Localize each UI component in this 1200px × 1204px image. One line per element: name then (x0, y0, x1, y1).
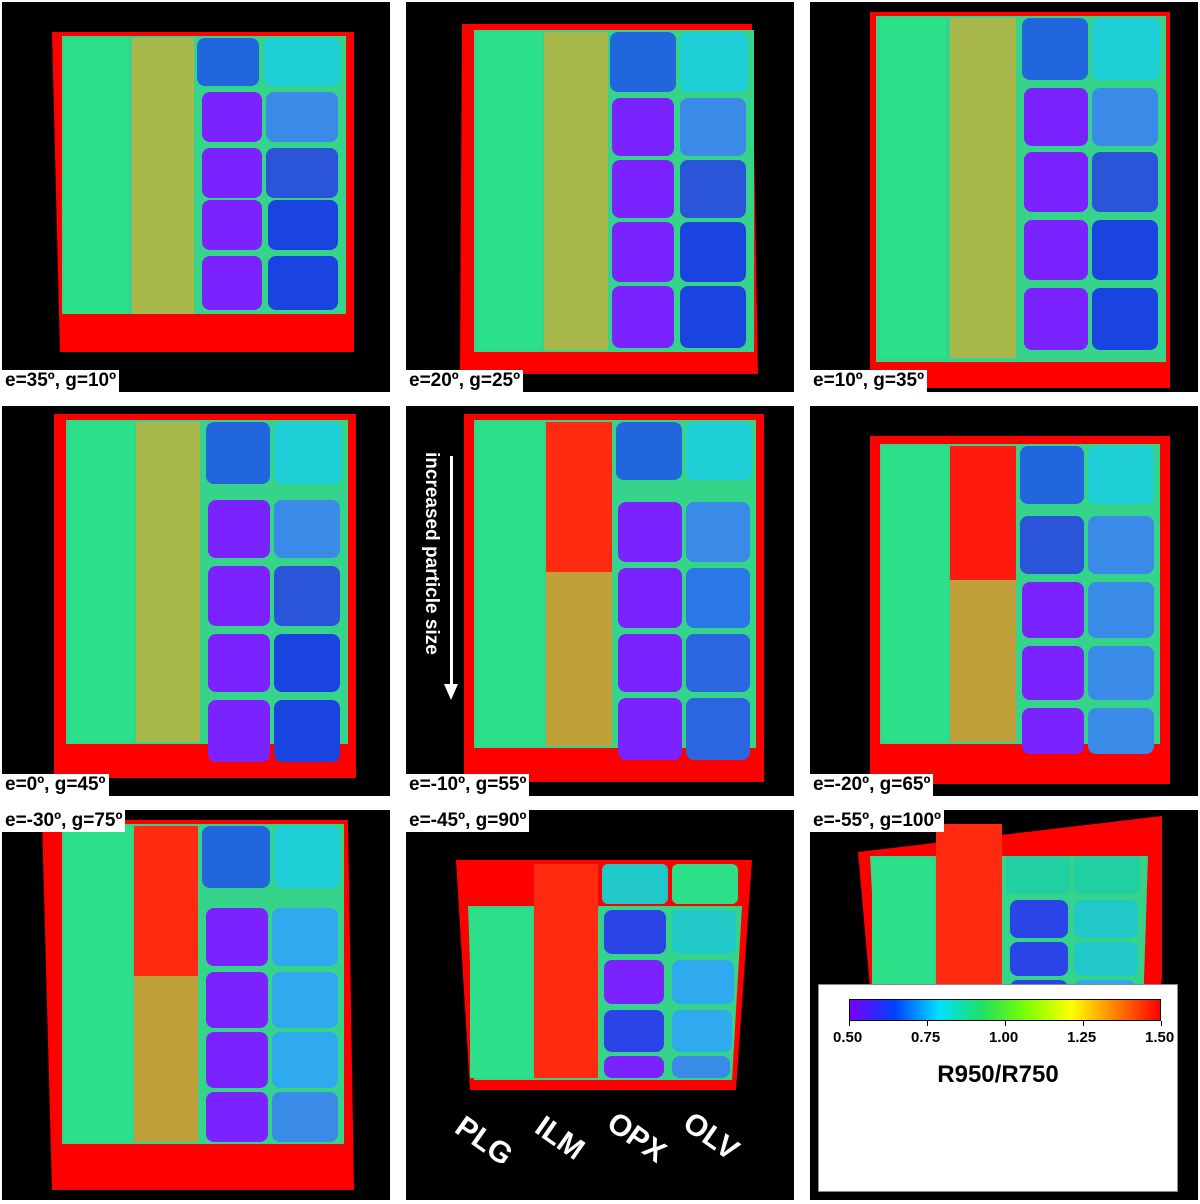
colorbar-tick-label: 1.25 (1067, 1029, 1097, 1046)
panel-7: e=-30º, g=75º (2, 810, 390, 1200)
ratio-map-image (870, 12, 1170, 388)
colorbar-tick (1005, 1021, 1006, 1026)
ratio-map-image (42, 820, 354, 1190)
arrow-line (450, 456, 453, 686)
geometry-label: e=-30º, g=75º (2, 810, 126, 832)
panel-1: e=35º, g=10º (2, 2, 390, 392)
arrow-down-icon (444, 684, 458, 700)
ratio-map-image (456, 860, 752, 1090)
geometry-label: e=-10º, g=55º (406, 774, 530, 796)
colorbar-tick-label: 1.00 (989, 1029, 1019, 1046)
geometry-label: e=0º, g=45º (2, 774, 109, 796)
ratio-map-image (870, 436, 1170, 784)
colorbar-tick (1083, 1021, 1084, 1026)
panel-8: e=-45º, g=90º PLG ILM OPX OLV (406, 810, 794, 1200)
colorbar-tick-label: 1.50 (1145, 1029, 1175, 1046)
panel-5: increased particle size e=-10º, g=55º (406, 406, 794, 796)
colorbar-tick (927, 1021, 928, 1026)
geometry-label: e=-45º, g=90º (406, 810, 530, 832)
geometry-label: e=-55º, g=100º (810, 810, 944, 832)
ratio-map-image (52, 32, 354, 352)
geometry-label: e=20º, g=25º (406, 370, 524, 392)
ratio-map-image (464, 414, 764, 782)
colorbar-title: R950/R750 (937, 1061, 1059, 1088)
panel-4: e=0º, g=45º (2, 406, 390, 796)
geometry-label: e=10º, g=35º (810, 370, 928, 392)
ratio-map-image (54, 414, 356, 778)
panel-2: e=20º, g=25º (406, 2, 794, 392)
colorbar-legend: 0.50 0.75 1.00 1.25 1.50 R950/R750 (818, 984, 1178, 1192)
geometry-label: e=-20º, g=65º (810, 774, 934, 796)
colorbar-tick-label: 0.50 (833, 1029, 863, 1046)
annotation-text: increased particle size (421, 452, 442, 655)
colorbar (849, 999, 1161, 1021)
colorbar-tick (849, 1021, 850, 1026)
ratio-map-image (460, 24, 758, 374)
panel-6: e=-20º, g=65º (810, 406, 1198, 796)
panel-3: e=10º, g=35º (810, 2, 1198, 392)
colorbar-tick (1161, 1021, 1162, 1026)
colorbar-tick-label: 0.75 (911, 1029, 941, 1046)
geometry-label: e=35º, g=10º (2, 370, 120, 392)
